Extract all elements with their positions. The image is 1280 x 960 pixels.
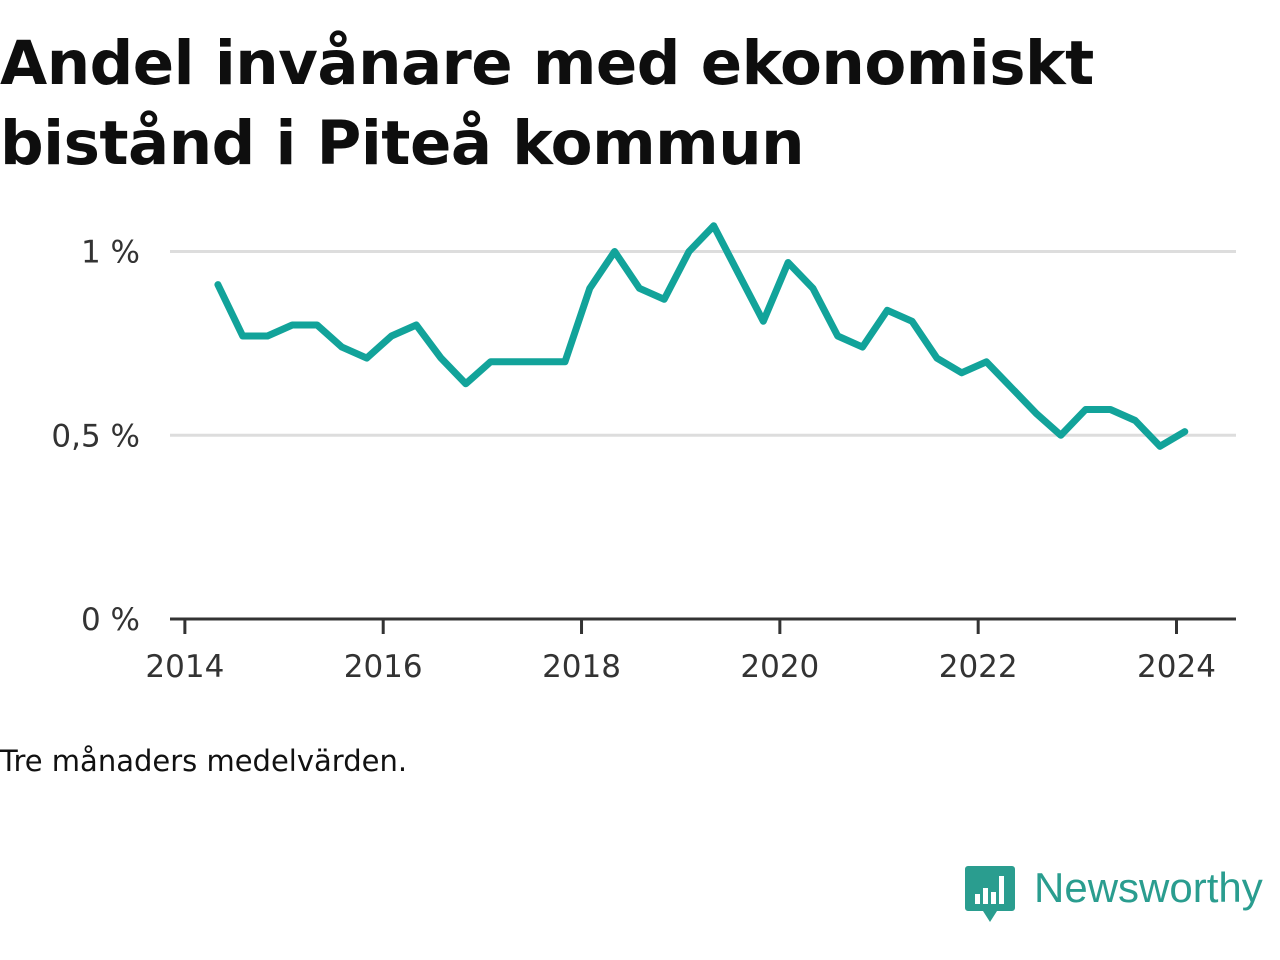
data-point (465, 383, 467, 385)
x-axis: 2014 2016 2018 2020 2022 2024 (145, 617, 1236, 685)
data-point (490, 361, 492, 363)
data-point (514, 361, 516, 363)
data-point (985, 361, 987, 363)
line-chart: 0 % 0,5 % 1 % 2014 2016 2018 2020 2022 2024 (51, 222, 1236, 685)
data-point (961, 372, 963, 374)
data-point (242, 335, 244, 337)
series-line (214, 222, 1189, 450)
data-point (267, 335, 269, 337)
data-point (589, 287, 591, 289)
data-point (415, 324, 417, 326)
data-point (291, 324, 293, 326)
data-point (787, 262, 789, 264)
y-tick-label: 0 % (81, 602, 140, 638)
y-axis-ticks: 0 % 0,5 % 1 % (51, 235, 140, 639)
data-point (440, 357, 442, 359)
data-point (663, 298, 665, 300)
data-point (217, 284, 219, 286)
data-point (837, 335, 839, 337)
brand-logo[interactable]: Newsworthy (964, 864, 1263, 928)
data-point (762, 320, 764, 322)
data-point (812, 287, 814, 289)
x-tick-label: 2020 (740, 649, 819, 685)
x-tick-label: 2018 (542, 649, 621, 685)
data-point (341, 346, 343, 348)
data-point (1085, 409, 1087, 411)
data-point (1060, 434, 1062, 436)
data-point (688, 251, 690, 252)
data-point (1184, 431, 1186, 433)
data-point (1035, 412, 1037, 414)
chart-note: Tre månaders medelvärden. (0, 744, 408, 778)
y-tick-label: 0,5 % (51, 418, 140, 454)
brand-name: Newsworthy (1034, 864, 1263, 911)
data-point (936, 357, 938, 359)
data-point (366, 357, 368, 359)
data-point (1010, 386, 1012, 388)
data-point (1159, 445, 1161, 447)
chart-title: Andel invånare med ekonomiskt bistånd i … (0, 28, 1094, 179)
data-point (539, 361, 541, 363)
data-point (738, 273, 740, 275)
data-point (316, 324, 318, 326)
x-tick-label: 2014 (145, 649, 224, 685)
data-point (390, 335, 392, 337)
series-group (214, 222, 1189, 450)
data-point (861, 346, 863, 348)
gridlines (170, 250, 1236, 437)
data-point (886, 309, 888, 311)
y-tick-label: 1 % (81, 235, 140, 271)
data-point (1109, 409, 1111, 411)
data-point (713, 225, 715, 227)
data-point (638, 287, 640, 289)
data-point (614, 251, 616, 252)
chart-bubble-icon (965, 866, 1015, 922)
x-tick-label: 2024 (1137, 649, 1216, 685)
x-tick-label: 2016 (344, 649, 423, 685)
data-point (564, 361, 566, 363)
data-point (1134, 420, 1136, 422)
data-point (911, 320, 913, 322)
x-tick-label: 2022 (939, 649, 1018, 685)
